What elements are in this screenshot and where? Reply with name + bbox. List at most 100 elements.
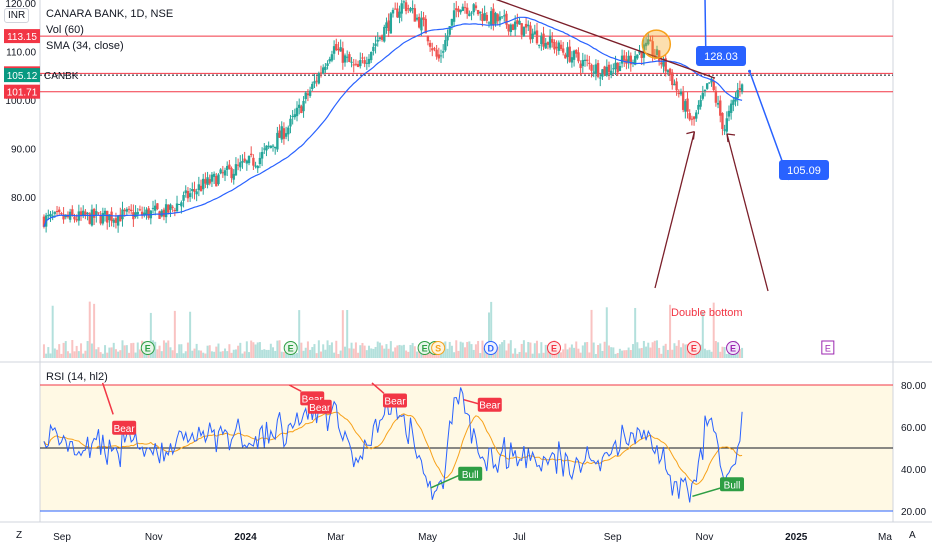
- volume-bar: [387, 348, 390, 358]
- volume-bar: [583, 342, 586, 358]
- rsi-legend[interactable]: RSI (14, hl2): [46, 371, 108, 383]
- timezone-button[interactable]: Z: [16, 530, 23, 541]
- volume-bar: [507, 343, 510, 358]
- volume-bar: [381, 345, 384, 358]
- candle-body: [692, 116, 696, 120]
- volume-bar: [206, 345, 209, 358]
- volume-bar: [296, 352, 299, 358]
- candle-body: [376, 39, 379, 42]
- volume-bar: [625, 350, 628, 358]
- volume-bar: [658, 347, 661, 358]
- volume-bar: [62, 342, 65, 358]
- volume-bar: [47, 347, 50, 358]
- candle-body: [612, 68, 615, 70]
- candle-body: [725, 118, 728, 132]
- candle-body: [644, 42, 648, 47]
- volume-bar: [629, 350, 632, 358]
- volume-bar: [189, 311, 192, 358]
- candle-body: [254, 165, 257, 167]
- volume-bar: [280, 351, 283, 358]
- rsi-tick-label: 60.00: [901, 423, 926, 434]
- volume-bar: [182, 353, 185, 358]
- candle-body: [660, 62, 663, 65]
- chart-title: CANARA BANK, 1D, NSE: [46, 8, 174, 20]
- sma-legend[interactable]: SMA (34, close): [46, 40, 124, 52]
- candle-body: [160, 210, 163, 217]
- volume-bar: [631, 344, 634, 358]
- candle-body: [212, 173, 216, 177]
- candle-body: [483, 12, 486, 21]
- auto-scale-button[interactable]: A: [909, 530, 916, 541]
- candle-body: [328, 58, 331, 62]
- candle-body: [389, 13, 393, 34]
- candle-body: [588, 62, 591, 64]
- candle-body: [258, 157, 262, 165]
- candle-body: [734, 97, 737, 102]
- volume-bar: [350, 342, 353, 358]
- candle-body: [577, 52, 580, 62]
- candle-body: [130, 209, 133, 212]
- volume-bar: [601, 350, 604, 358]
- volume-bar: [200, 350, 203, 358]
- volume-bar: [738, 349, 741, 358]
- volume-bar: [396, 345, 399, 358]
- arrow-left: [654, 131, 696, 289]
- candle-body: [335, 44, 338, 51]
- candle-body: [217, 174, 220, 185]
- sma-line: [43, 16, 743, 228]
- volume-bar: [623, 350, 626, 358]
- candle-body: [195, 191, 198, 195]
- candle-body: [657, 50, 661, 62]
- candle-body: [712, 81, 715, 91]
- candle-body: [53, 212, 57, 214]
- candle-body: [673, 83, 676, 86]
- time-tick-label: 2024: [234, 532, 257, 543]
- candle-body: [260, 151, 264, 159]
- volume-bar: [204, 353, 207, 358]
- volume-bar: [457, 350, 460, 358]
- volume-bar: [156, 349, 159, 358]
- volume-bar: [638, 348, 641, 358]
- candle-body: [356, 64, 360, 67]
- candle-body: [230, 168, 233, 179]
- candle-body: [387, 20, 390, 31]
- volume-bar: [265, 349, 268, 358]
- candle-body: [378, 37, 382, 40]
- volume-bar: [579, 352, 582, 358]
- candle-body: [345, 56, 349, 58]
- candle-body: [293, 114, 297, 118]
- volume-bar: [313, 344, 316, 358]
- volume-bar: [627, 347, 630, 358]
- currency-badge[interactable]: INR: [4, 8, 30, 23]
- volume-bar: [592, 342, 595, 358]
- candle-body: [444, 40, 447, 51]
- volume-legend[interactable]: Vol (60): [46, 24, 84, 36]
- candle-body: [664, 58, 667, 72]
- volume-bar: [219, 351, 222, 358]
- candle-body: [252, 157, 255, 166]
- candle-body: [343, 55, 347, 63]
- volume-bar: [614, 353, 617, 358]
- volume-bar: [134, 352, 137, 358]
- volume-bar: [717, 342, 720, 358]
- candle-body: [42, 216, 46, 227]
- candle-body: [507, 24, 510, 32]
- candle-body: [518, 20, 521, 25]
- candle-body: [653, 55, 657, 57]
- volume-bar: [254, 344, 257, 358]
- event-marker: [726, 341, 741, 355]
- bear-signal-label: Bear: [479, 401, 501, 412]
- volume-bar: [562, 349, 565, 358]
- candle-body: [564, 54, 567, 59]
- candle-body: [452, 10, 456, 22]
- candle-body: [51, 215, 54, 217]
- volume-bar: [618, 348, 621, 358]
- future-event-label: E: [825, 344, 831, 354]
- volume-bar: [328, 345, 331, 358]
- volume-bar: [320, 351, 323, 358]
- candle-body: [579, 63, 582, 69]
- volume-bar: [180, 344, 183, 358]
- candle-body: [350, 61, 353, 63]
- candle-body: [239, 162, 242, 168]
